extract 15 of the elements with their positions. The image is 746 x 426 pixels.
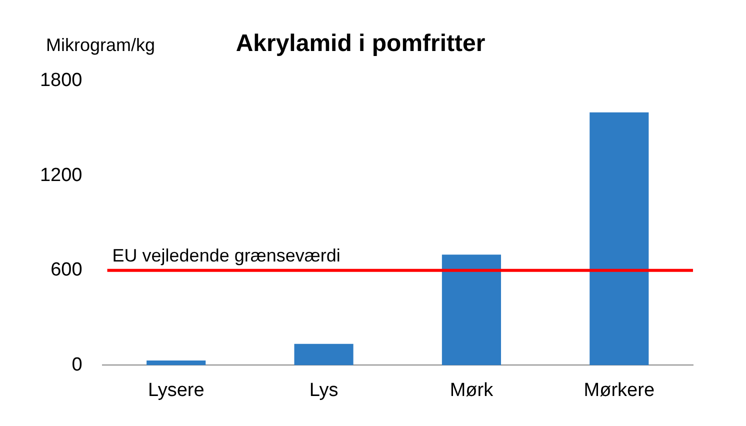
y-tick-label: 1800 (40, 70, 82, 92)
x-tick-label: Mørkere (584, 380, 655, 401)
bar (442, 254, 502, 366)
chart-title: Akrylamid i pomfritter (236, 30, 486, 58)
bar (590, 112, 649, 366)
x-tick-label: Lysere (148, 380, 204, 401)
y-tick-label: 0 (72, 354, 82, 376)
bar (294, 344, 354, 366)
x-tick-label: Lys (309, 380, 338, 401)
x-tick-label: Mørk (450, 380, 494, 401)
bar (146, 360, 206, 366)
y-axis-title: Mikrogram/kg (46, 34, 156, 55)
y-tick-label: 600 (50, 260, 82, 281)
ref-line-label: EU vejledende grænseværdi (112, 245, 340, 266)
y-tick-label: 1200 (40, 164, 82, 186)
